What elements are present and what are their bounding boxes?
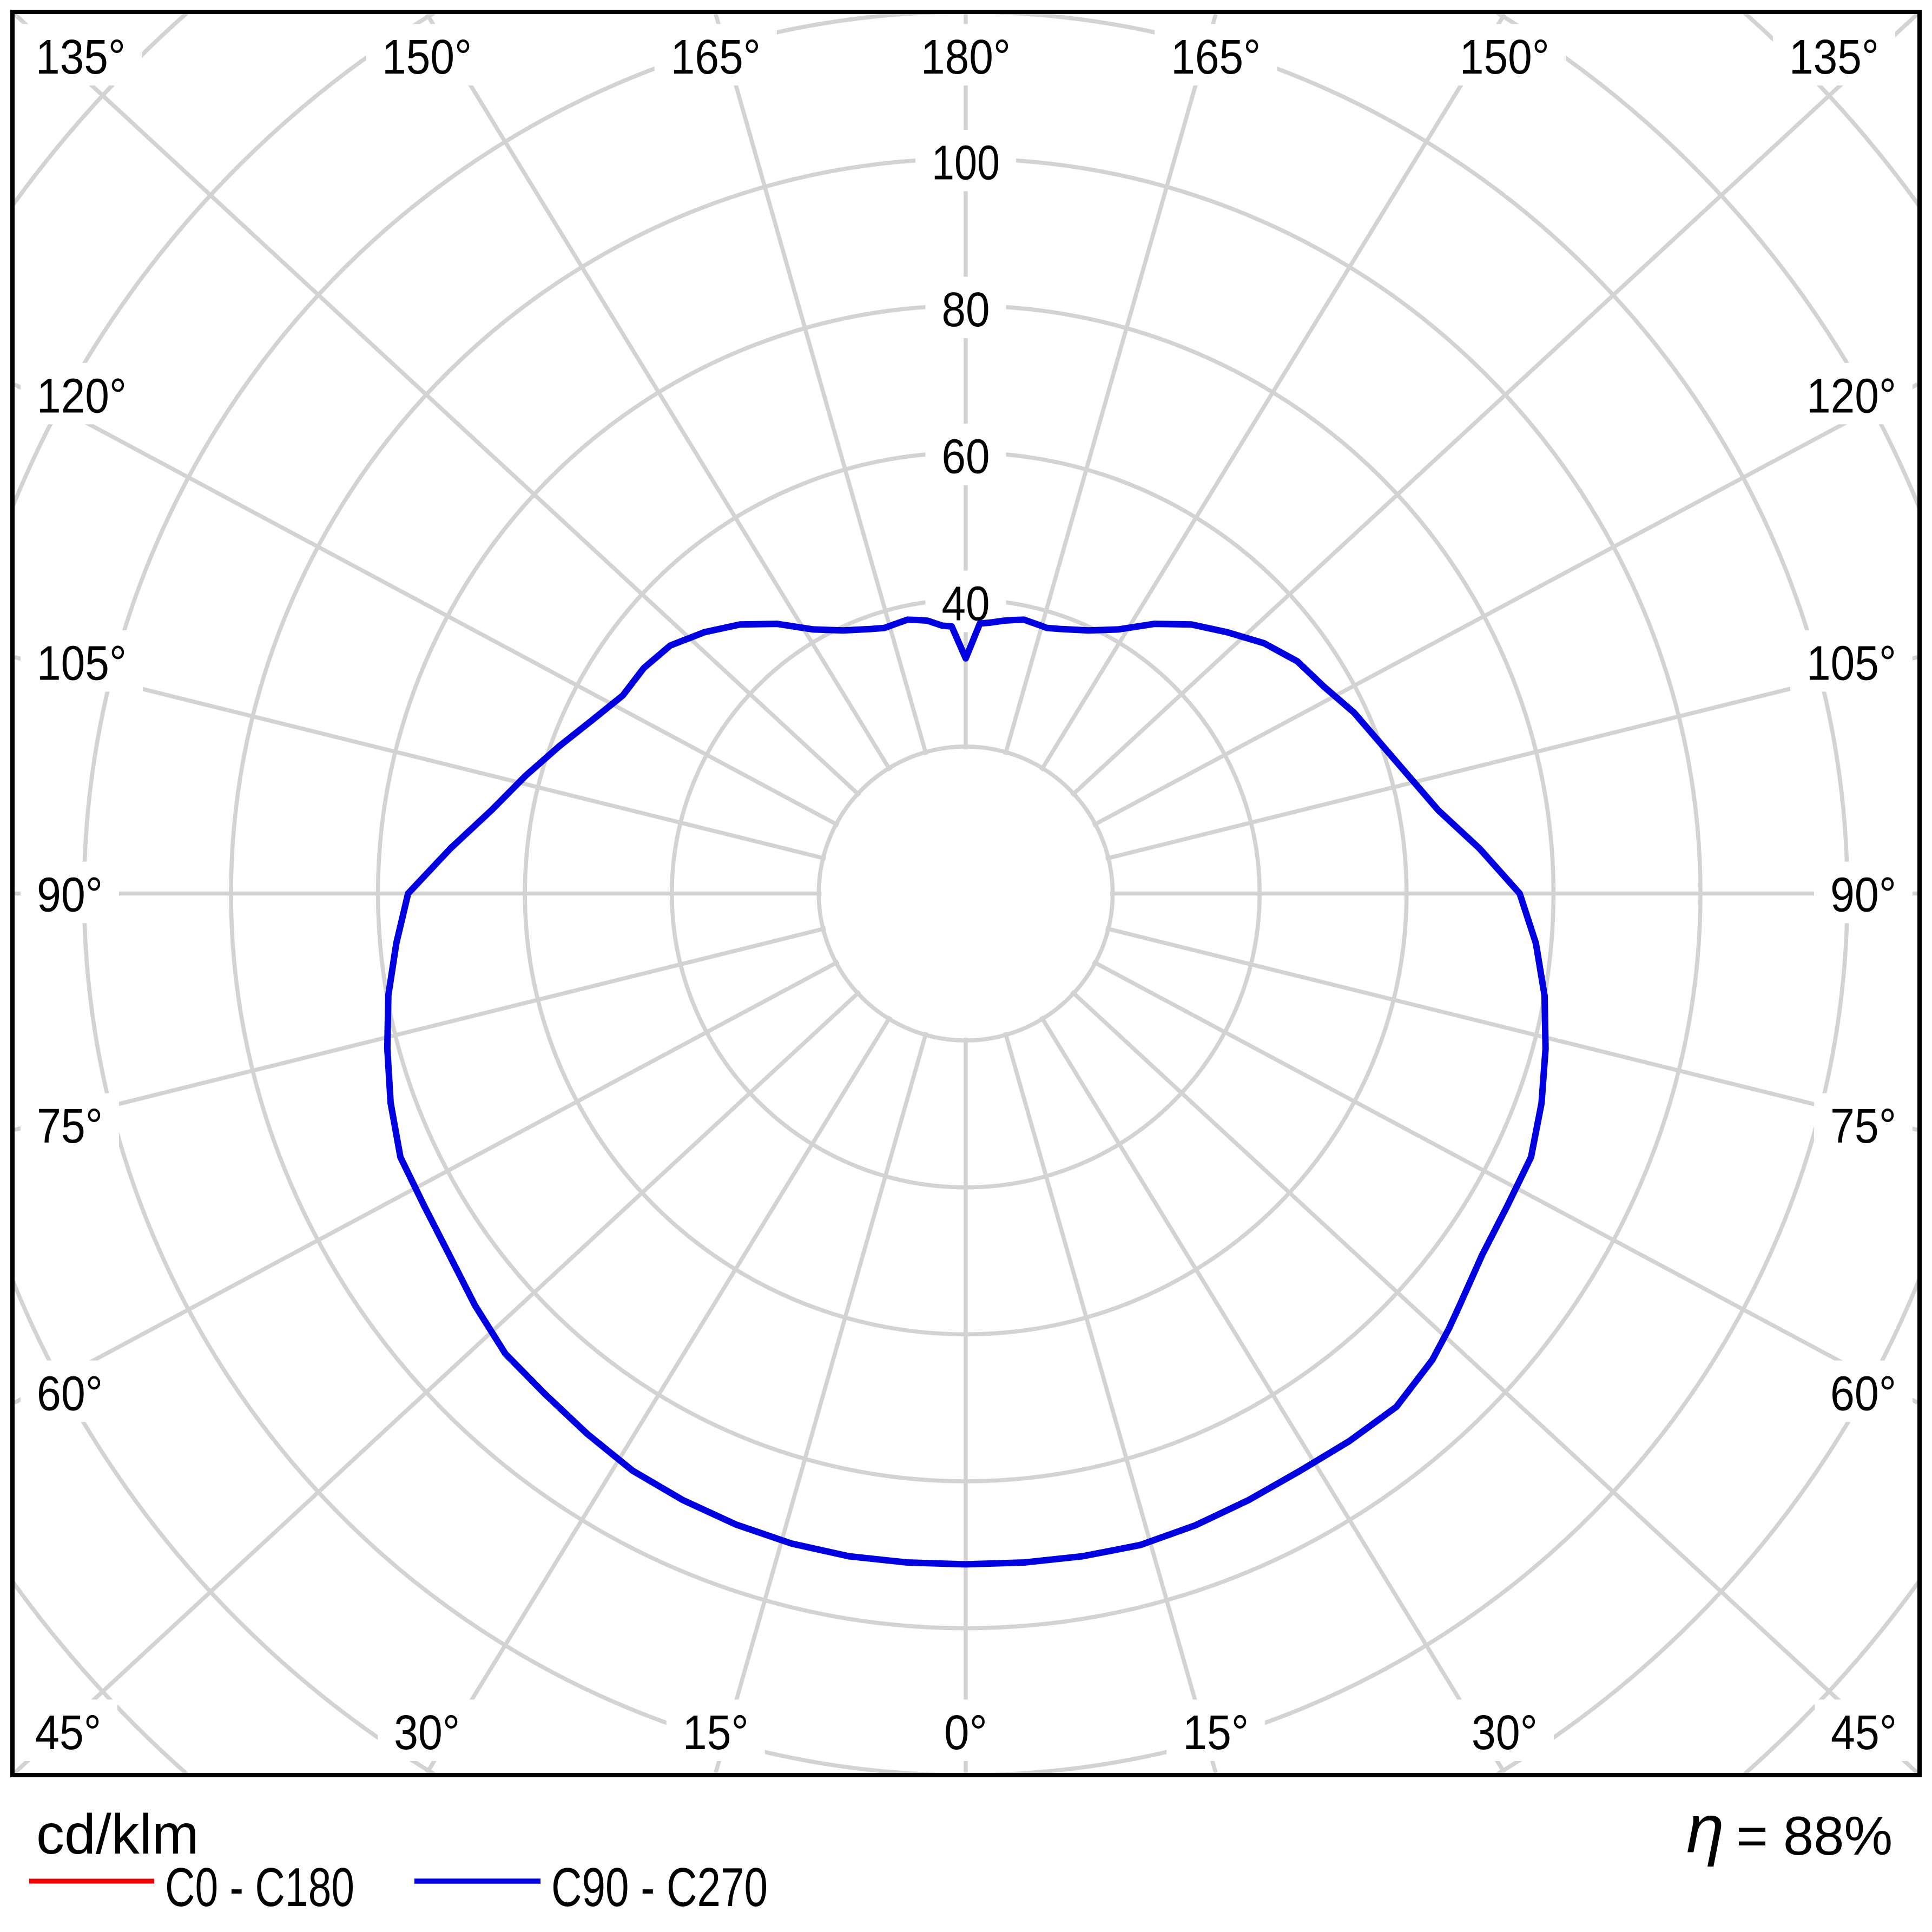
svg-text:105°: 105° — [37, 636, 127, 690]
svg-text:135°: 135° — [1789, 30, 1879, 84]
svg-text:C0 - C180: C0 - C180 — [165, 1857, 354, 1918]
svg-text:135°: 135° — [36, 30, 126, 84]
svg-text:η: η — [1686, 1791, 1724, 1867]
svg-text:80: 80 — [942, 283, 990, 337]
svg-text:60°: 60° — [37, 1367, 103, 1421]
svg-text:15°: 15° — [683, 1706, 749, 1760]
svg-text:60: 60 — [942, 430, 990, 484]
svg-text:C90 - C270: C90 - C270 — [551, 1857, 768, 1918]
svg-text:45°: 45° — [35, 1706, 101, 1760]
svg-text:0°: 0° — [944, 1706, 987, 1760]
svg-text:165°: 165° — [1171, 30, 1261, 84]
svg-text:60°: 60° — [1830, 1367, 1896, 1421]
svg-text:150°: 150° — [382, 30, 472, 84]
svg-text:120°: 120° — [1806, 369, 1896, 423]
svg-text:120°: 120° — [37, 369, 127, 423]
svg-text:= 88%: = 88% — [1736, 1806, 1893, 1867]
svg-text:165°: 165° — [671, 30, 761, 84]
svg-text:90°: 90° — [1830, 868, 1896, 922]
svg-text:45°: 45° — [1831, 1706, 1897, 1760]
svg-text:90°: 90° — [37, 868, 103, 922]
svg-text:100: 100 — [932, 136, 1000, 190]
svg-text:180°: 180° — [921, 30, 1011, 84]
svg-text:cd/klm: cd/klm — [36, 1803, 199, 1866]
svg-text:15°: 15° — [1183, 1706, 1249, 1760]
svg-text:30°: 30° — [1472, 1706, 1538, 1760]
svg-text:105°: 105° — [1806, 636, 1896, 690]
svg-text:30°: 30° — [394, 1706, 460, 1760]
svg-text:75°: 75° — [1830, 1099, 1896, 1153]
svg-text:75°: 75° — [37, 1099, 103, 1153]
svg-text:150°: 150° — [1460, 30, 1549, 84]
